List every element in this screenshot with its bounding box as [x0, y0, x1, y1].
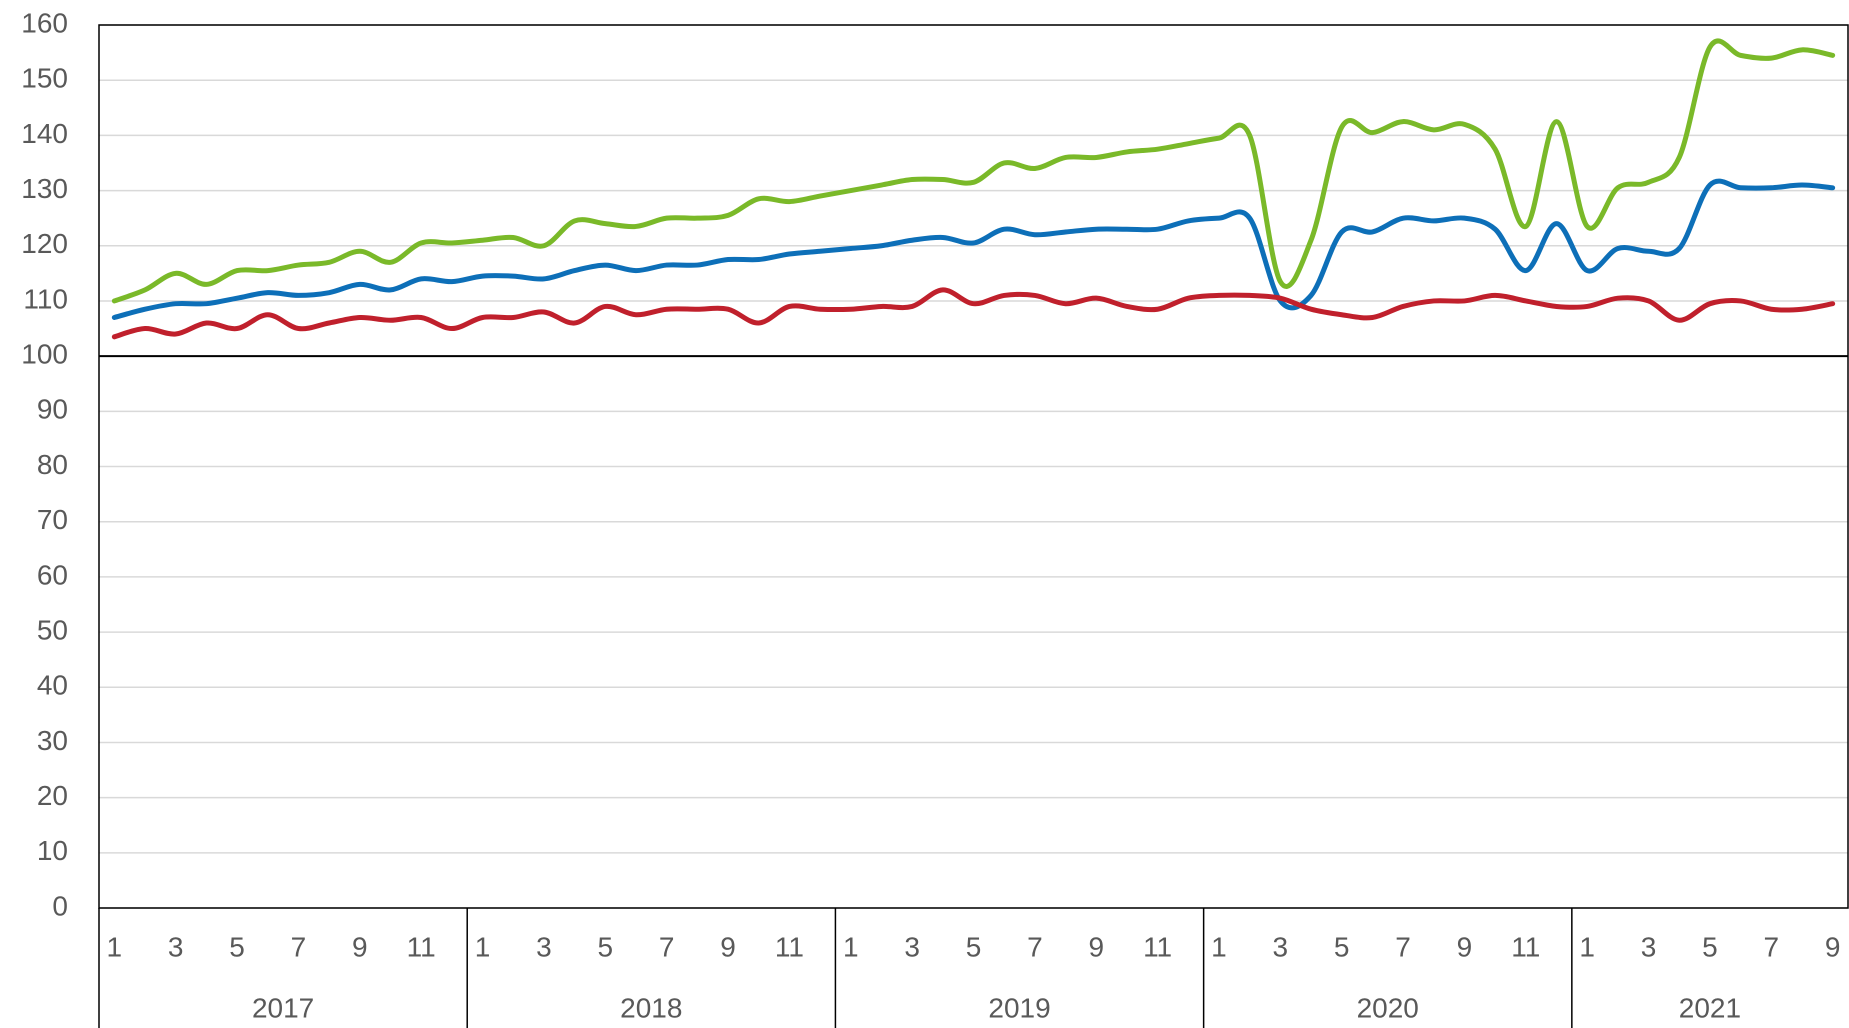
x-tick-label: 11: [1143, 931, 1172, 962]
y-tick-label: 20: [37, 780, 68, 811]
year-label: 2019: [988, 992, 1050, 1023]
y-tick-label: 130: [21, 173, 68, 204]
x-tick-label: 11: [407, 931, 436, 962]
x-tick-label: 1: [1211, 931, 1227, 962]
x-tick-label: 7: [1027, 931, 1043, 962]
y-tick-label: 100: [21, 339, 68, 370]
x-tick-label: 9: [720, 931, 736, 962]
y-tick-label: 40: [37, 670, 68, 701]
x-tick-label: 3: [904, 931, 920, 962]
y-tick-label: 70: [37, 504, 68, 535]
x-tick-label: 3: [168, 931, 184, 962]
series-line: [111, 38, 1836, 304]
x-tick-label: 9: [1088, 931, 1104, 962]
y-tick-label: 150: [21, 63, 68, 94]
x-tick-label: 5: [1702, 931, 1718, 962]
x-tick-label: 7: [1764, 931, 1780, 962]
x-tick-label: 5: [598, 931, 614, 962]
x-tick-label: 3: [1273, 931, 1289, 962]
x-tick-label: 5: [229, 931, 245, 962]
x-tick-label: 9: [1825, 931, 1841, 962]
y-tick-label: 30: [37, 725, 68, 756]
x-tick-label: 11: [775, 931, 804, 962]
y-tick-label: 0: [52, 890, 68, 921]
y-tick-label: 10: [37, 835, 68, 866]
plot-frame: [98, 24, 1849, 909]
y-tick-label: 90: [37, 394, 68, 425]
y-tick-label: 120: [21, 228, 68, 259]
x-tick-label: 7: [291, 931, 307, 962]
x-tick-label: 11: [1511, 931, 1540, 962]
x-tick-label: 1: [107, 931, 123, 962]
y-tick-label: 50: [37, 614, 68, 645]
y-tick-label: 160: [21, 7, 68, 38]
x-tick-label: 3: [536, 931, 552, 962]
series-line: [111, 178, 1836, 320]
year-label: 2020: [1357, 992, 1419, 1023]
x-tick-label: 9: [352, 931, 368, 962]
series-line: [111, 287, 1836, 340]
x-tick-label: 5: [1334, 931, 1350, 962]
year-label: 2021: [1679, 992, 1741, 1023]
x-tick-label: 1: [475, 931, 491, 962]
x-tick-label: 9: [1457, 931, 1473, 962]
x-tick-label: 5: [966, 931, 982, 962]
y-tick-label: 140: [21, 118, 68, 149]
x-tick-label: 7: [1395, 931, 1411, 962]
y-tick-label: 110: [23, 283, 68, 314]
year-label: 2017: [252, 992, 314, 1023]
year-label: 2018: [620, 992, 682, 1023]
y-tick-label: 80: [37, 449, 68, 480]
x-tick-label: 1: [1579, 931, 1595, 962]
x-tick-label: 7: [659, 931, 675, 962]
x-tick-label: 3: [1641, 931, 1657, 962]
y-tick-label: 60: [37, 559, 68, 590]
x-tick-label: 1: [843, 931, 859, 962]
